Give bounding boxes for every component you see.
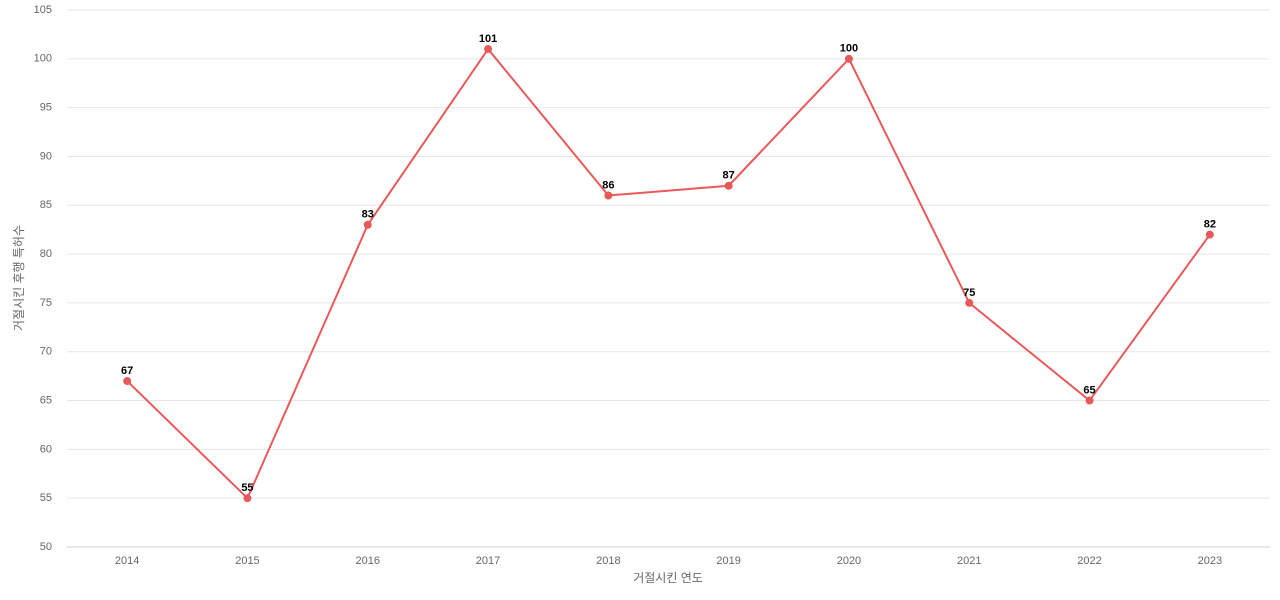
value-label: 87 (723, 170, 735, 182)
value-label: 65 (1083, 384, 1095, 396)
point (123, 377, 132, 386)
y-axis-label: 거절시킨 후행 특허수 (11, 225, 26, 331)
y-tick-label: 80 (40, 248, 52, 260)
point (1205, 230, 1214, 239)
value-label: 55 (241, 482, 253, 494)
point (484, 45, 493, 54)
point (724, 181, 733, 190)
value-label: 75 (963, 287, 975, 299)
y-tick-label: 100 (34, 53, 52, 65)
value-label: 86 (602, 179, 614, 191)
point (1085, 396, 1094, 405)
x-tick-label: 2018 (596, 555, 620, 567)
x-tick-label: 2014 (115, 555, 139, 567)
y-tick-label: 105 (34, 4, 52, 16)
value-label: 101 (479, 33, 497, 45)
x-axis-label: 거절시킨 연도 (633, 571, 703, 585)
line (126, 47, 1211, 500)
x-tick-label: 2016 (356, 555, 380, 567)
point (243, 494, 252, 503)
point (844, 54, 853, 63)
value-label: 67 (121, 365, 133, 377)
x-tick-label: 2023 (1198, 555, 1222, 567)
value-label: 82 (1204, 218, 1216, 230)
point (965, 298, 974, 307)
y-tick-label: 55 (40, 492, 52, 504)
y-tick-label: 90 (40, 150, 52, 162)
x-tick-label: 2021 (957, 555, 981, 567)
value-label: 83 (362, 209, 374, 221)
point (363, 220, 372, 229)
y-tick-label: 70 (40, 346, 52, 358)
point (604, 191, 613, 200)
x-tick-label: 2022 (1077, 555, 1101, 567)
x-tick-label: 2015 (235, 555, 259, 567)
y-tick-label: 60 (40, 443, 52, 455)
y-tick-label: 75 (40, 297, 52, 309)
x-tick-label: 2017 (476, 555, 500, 567)
y-tick-label: 50 (40, 541, 52, 553)
x-tick-label: 2019 (716, 555, 740, 567)
y-tick-label: 85 (40, 199, 52, 211)
y-tick-label: 95 (40, 102, 52, 114)
y-tick-label: 65 (40, 394, 52, 406)
value-label: 100 (840, 43, 858, 55)
x-tick-label: 2020 (837, 555, 861, 567)
